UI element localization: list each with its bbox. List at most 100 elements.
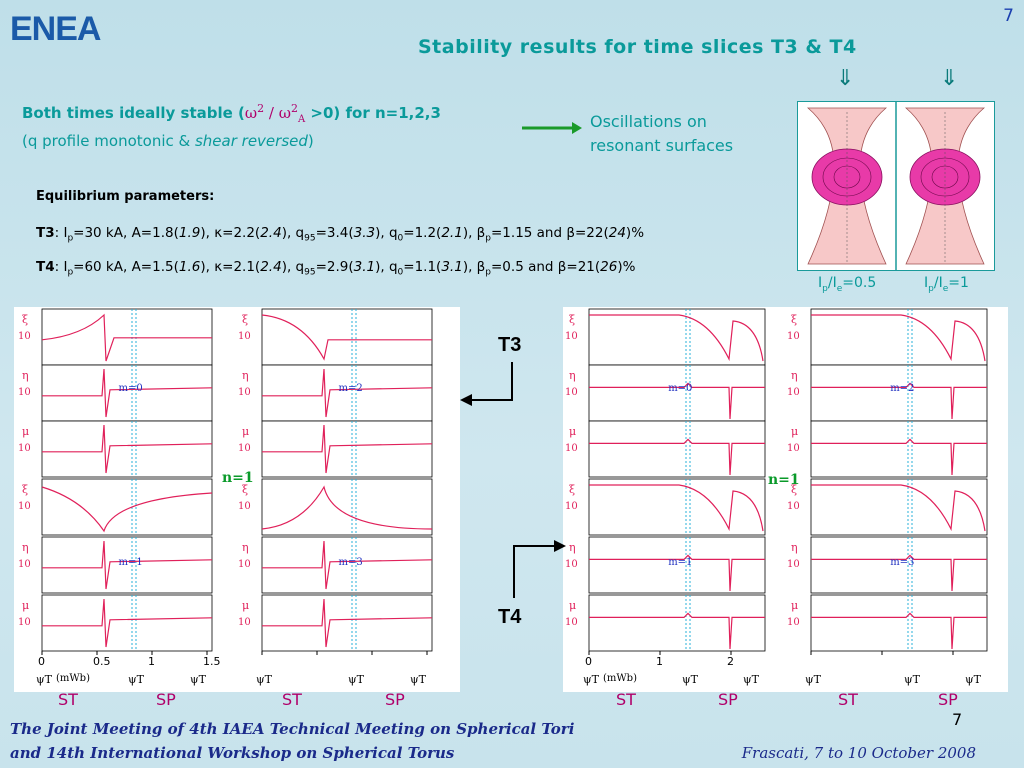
eigenfunction-curve [42, 540, 213, 590]
x-point-label: ψT [682, 673, 699, 686]
mode-label: m=3 [339, 557, 363, 568]
plot-panel: ξ 10 [18, 308, 213, 366]
footer-location-date: Frascati, 7 to 10 October 2008 [741, 744, 976, 762]
n1-label-right: n=1 [768, 472, 800, 488]
row-label: ξ [791, 483, 797, 496]
x-max-label: ψT [410, 673, 427, 686]
row-exponent: 10 [238, 559, 251, 570]
row-exponent: 10 [238, 443, 251, 454]
st-label: ST [58, 690, 78, 709]
plot-panel: ξ 10 [787, 478, 988, 536]
row-label: μ [22, 425, 29, 438]
plot-panel: η 10 [565, 364, 766, 422]
panel-frame [588, 536, 766, 594]
plot-panel: μ 10 [18, 420, 213, 478]
plot-panel: μ 10 [18, 594, 213, 652]
eigenfunction-curve [589, 554, 765, 592]
plot-panel: μ 10 [565, 594, 766, 652]
n1-label-left: n=1 [222, 470, 254, 486]
eigenfunction-curve [589, 484, 764, 532]
row-exponent: 10 [18, 559, 31, 570]
sp-label: SP [938, 690, 958, 709]
row-exponent: 10 [18, 617, 31, 628]
row-exponent: 10 [238, 387, 251, 398]
equilibrium-t4: T4: Ip=60 kA, A=1.5(1.6), κ=2.1(2.4), q9… [36, 259, 636, 278]
eigenfunction-curve [262, 368, 433, 418]
flux-label-t3: Ip/Ie=0.5 [818, 275, 877, 294]
row-exponent: 10 [18, 331, 31, 342]
row-label: ξ [22, 313, 28, 326]
eigenfunction-curve [262, 540, 433, 590]
panel-frame [810, 594, 988, 652]
x-tick-label: 2 [727, 655, 734, 668]
stability-statement: Both times ideally stable (ω2 / ω2A >0) … [22, 102, 441, 125]
row-exponent: 10 [787, 501, 800, 512]
row-exponent: 10 [787, 331, 800, 342]
plot-panel: μ 10 [565, 420, 766, 478]
eigenfunction-curve [42, 424, 213, 474]
row-exponent: 10 [238, 501, 251, 512]
plot-panel: ξ 10 [238, 308, 433, 366]
plot-panel: η 10 [18, 536, 213, 594]
row-exponent: 10 [565, 559, 578, 570]
oscillations-note: Oscillations on resonant surfaces [590, 112, 734, 155]
row-label: ξ [242, 313, 248, 326]
row-label: η [22, 541, 29, 554]
panel-frame [588, 478, 766, 536]
mode-label: m=3 [890, 557, 914, 568]
t3-arrow-icon [458, 360, 518, 410]
eigenfunction-curve [42, 368, 213, 418]
sp-label: SP [385, 690, 405, 709]
row-label: ξ [22, 483, 28, 496]
row-label: μ [791, 599, 798, 612]
x-tick-label: 0 [585, 655, 592, 668]
plot-panel: η 10 [787, 364, 988, 422]
t4-arrow-icon [510, 538, 566, 604]
row-label: ξ [569, 313, 575, 326]
row-exponent: 10 [238, 617, 251, 628]
panel-frame [261, 308, 433, 366]
st-label: ST [838, 690, 858, 709]
eigenfunction-curve [589, 612, 765, 650]
mode-label: m=1 [668, 557, 692, 568]
eigenfunction-curve [41, 486, 213, 533]
x-point-label: ψT [128, 673, 145, 686]
row-label: ξ [791, 313, 797, 326]
st-label: ST [616, 690, 636, 709]
panel-frame [588, 364, 766, 422]
equilibrium-heading: Equilibrium parameters: [36, 189, 215, 204]
x-axis-label: ψT [256, 673, 273, 686]
footer-meeting-line2: and 14th International Workshop on Spher… [10, 744, 455, 762]
row-exponent: 10 [787, 559, 800, 570]
row-exponent: 10 [565, 387, 578, 398]
mode-label: m=2 [339, 383, 363, 394]
row-exponent: 10 [565, 443, 578, 454]
panel-frame [810, 478, 988, 536]
t3-plot-block: ξ 10 η 10 μ 10 ξ 10 η 10 μ 10 m=0 m=1 0 0.5 1 1.5 ψT (mWb)… [14, 307, 460, 692]
panel-frame [41, 308, 213, 366]
panel-frame [261, 364, 433, 422]
plot-panel: ξ 10 [565, 308, 766, 366]
plot-panel: ξ 10 [787, 308, 988, 366]
mode-label: m=0 [668, 383, 692, 394]
plot-panel: ξ 10 [565, 478, 766, 536]
enea-logo: ENEA [8, 10, 148, 48]
eigenfunction-curve [811, 554, 987, 592]
plot-panel: η 10 [238, 536, 433, 594]
row-exponent: 10 [787, 387, 800, 398]
eigenfunction-curve [811, 484, 986, 532]
eigenfunction-curve [262, 424, 433, 474]
panel-frame [588, 308, 766, 366]
t4-label: T4 [498, 606, 522, 628]
eigenfunction-curve [589, 382, 765, 420]
eigenfunction-curve [41, 313, 212, 362]
row-label: μ [242, 425, 249, 438]
plot-panel: μ 10 [787, 594, 988, 652]
down-arrow-icon: ⇓ [836, 66, 855, 91]
plot-panel: η 10 [565, 536, 766, 594]
slide-title: Stability results for time slices T3 & T… [418, 36, 857, 58]
row-label: ξ [569, 483, 575, 496]
x-max-label: ψT [965, 673, 982, 686]
x-axis-label: ψT [805, 673, 822, 686]
